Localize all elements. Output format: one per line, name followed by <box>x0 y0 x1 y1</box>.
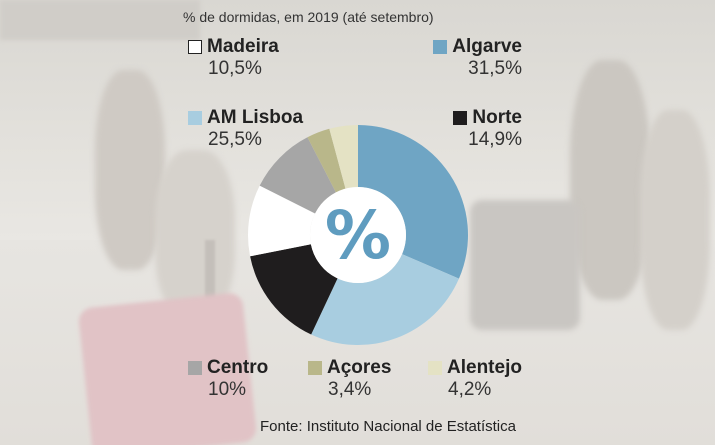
source-note: Fonte: Instituto Nacional de Estatística <box>260 418 516 435</box>
slice-norte <box>250 244 338 335</box>
legend-swatch-algarve <box>433 40 448 54</box>
slice-algarve <box>358 125 468 279</box>
chart-title: % de dormidas, em 2019 (até setembro) <box>183 9 434 25</box>
slice-açores <box>307 128 346 193</box>
legend-label-madeira: Madeira <box>207 36 279 57</box>
background-awning <box>0 0 200 40</box>
background-person <box>95 70 165 270</box>
legend-algarve: Algarve 31,5% <box>433 36 522 80</box>
legend-label-acores: Açores <box>327 357 392 378</box>
legend-alentejo: Alentejo 4,2% <box>428 357 522 401</box>
legend-swatch-madeira <box>188 40 202 54</box>
legend-swatch-alentejo <box>428 361 442 375</box>
background-suitcase <box>470 200 580 330</box>
legend-value-alentejo: 4,2% <box>448 379 492 400</box>
background-person <box>640 110 710 330</box>
donut-slices <box>248 125 468 345</box>
center-percent-label: % <box>325 197 391 274</box>
slice-am-lisboa <box>311 254 459 345</box>
slice-madeira <box>248 185 316 257</box>
background-suitcase-handle <box>205 240 215 320</box>
legend-centro: Centro 10% <box>188 357 268 401</box>
legend-value-acores: 3,4% <box>328 379 372 400</box>
slice-centro <box>259 137 336 214</box>
legend-value-norte: 14,9% <box>468 129 522 150</box>
legend-label-algarve: Algarve <box>452 36 522 57</box>
legend-value-algarve: 31,5% <box>468 58 522 79</box>
legend-label-centro: Centro <box>207 357 269 378</box>
legend-swatch-acores <box>308 361 322 375</box>
legend-value-centro: 10% <box>208 379 247 400</box>
background-person <box>155 150 235 320</box>
legend-label-alentejo: Alentejo <box>447 357 522 378</box>
background-person <box>570 60 650 300</box>
legend-value-madeira: 10,5% <box>208 58 262 79</box>
slice-alentejo <box>329 125 358 189</box>
legend-acores: Açores 3,4% <box>308 357 391 401</box>
legend-value-am-lisboa: 25,5% <box>208 129 262 150</box>
legend-label-norte: Norte <box>472 107 522 128</box>
legend-am-lisboa: AM Lisboa 25,5% <box>188 107 303 151</box>
legend-madeira: Madeira 10,5% <box>188 36 279 80</box>
legend-norte: Norte 14,9% <box>453 107 522 151</box>
donut-hole <box>310 187 406 283</box>
legend-swatch-am-lisboa <box>188 111 202 125</box>
legend-swatch-norte <box>453 111 468 125</box>
legend-label-am-lisboa: AM Lisboa <box>207 107 304 128</box>
legend-swatch-centro <box>188 361 202 375</box>
